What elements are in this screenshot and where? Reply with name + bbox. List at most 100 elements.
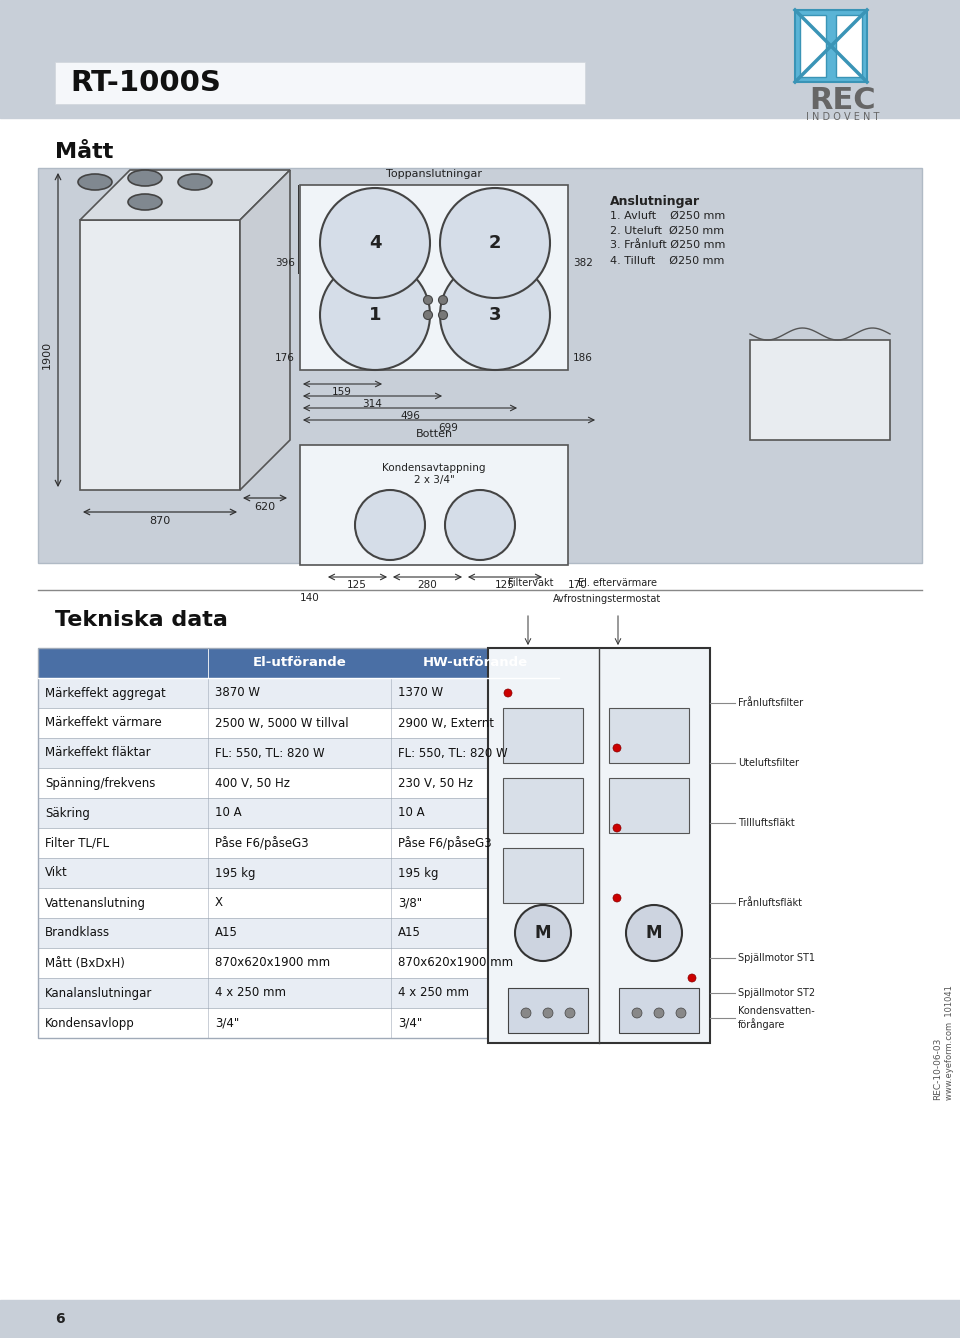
Text: 230 V, 50 Hz: 230 V, 50 Hz — [398, 776, 473, 789]
Text: Märkeffekt fläktar: Märkeffekt fläktar — [45, 747, 151, 760]
Circle shape — [543, 1008, 553, 1018]
Text: Filter TL/FL: Filter TL/FL — [45, 836, 109, 850]
Text: FL: 550, TL: 820 W: FL: 550, TL: 820 W — [398, 747, 508, 760]
Text: 170: 170 — [568, 579, 588, 590]
Text: 159: 159 — [332, 387, 352, 397]
Text: 4 x 250 mm: 4 x 250 mm — [215, 986, 286, 999]
Bar — [38, 918, 559, 949]
Text: REC: REC — [809, 86, 876, 115]
Text: 699: 699 — [438, 423, 458, 434]
Text: Vattenanslutning: Vattenanslutning — [45, 896, 146, 910]
Circle shape — [504, 689, 512, 697]
Text: REC-10-06-03: REC-10-06-03 — [933, 1038, 943, 1100]
Text: Märkeffekt aggregat: Märkeffekt aggregat — [45, 686, 166, 700]
Bar — [300, 446, 568, 565]
Bar — [619, 987, 699, 1033]
Text: 3/4": 3/4" — [215, 1017, 239, 1029]
Text: Tekniska data: Tekniska data — [55, 610, 228, 630]
Bar — [0, 0, 960, 118]
Circle shape — [320, 189, 430, 298]
Text: A15: A15 — [398, 926, 420, 939]
Text: I N D O V E N T: I N D O V E N T — [806, 112, 879, 122]
Text: 382: 382 — [573, 257, 593, 268]
Circle shape — [440, 260, 550, 371]
Text: Påse F6/påseG3: Påse F6/påseG3 — [398, 836, 492, 850]
Bar — [38, 978, 559, 1008]
Text: Märkeffekt värmare: Märkeffekt värmare — [45, 717, 161, 729]
Bar — [503, 848, 583, 903]
Text: 10 A: 10 A — [215, 807, 242, 819]
Text: Kondensvatten-
förångare: Kondensvatten- förångare — [738, 1006, 815, 1030]
Text: HW-utförande: HW-utförande — [422, 657, 528, 669]
Ellipse shape — [128, 194, 162, 210]
Circle shape — [440, 189, 550, 298]
Circle shape — [439, 310, 447, 320]
Bar — [38, 828, 559, 858]
Text: Frånluftsfläkt: Frånluftsfläkt — [738, 898, 802, 909]
Circle shape — [423, 310, 433, 320]
Bar — [38, 888, 559, 918]
Bar — [750, 340, 890, 440]
Bar — [38, 678, 559, 708]
Text: A15: A15 — [215, 926, 238, 939]
Text: 125: 125 — [495, 579, 515, 590]
Circle shape — [688, 974, 696, 982]
Text: 4: 4 — [369, 234, 381, 252]
Circle shape — [676, 1008, 686, 1018]
Bar — [800, 15, 826, 78]
Text: M: M — [646, 925, 662, 942]
Text: Avfrostningstermostat: Avfrostningstermostat — [553, 594, 661, 603]
Text: 1. Avluft    Ø250 mm: 1. Avluft Ø250 mm — [610, 211, 725, 221]
Text: 2500 W, 5000 W tillval: 2500 W, 5000 W tillval — [215, 717, 348, 729]
Text: 10 A: 10 A — [398, 807, 424, 819]
Text: 496: 496 — [400, 411, 420, 421]
Text: Mått: Mått — [55, 142, 113, 162]
Text: Tillluftsfläkt: Tillluftsfläkt — [738, 818, 795, 828]
Text: M: M — [535, 925, 551, 942]
Text: 1900: 1900 — [42, 341, 52, 369]
Text: 2900 W, Externt: 2900 W, Externt — [398, 717, 494, 729]
Text: Spänning/frekvens: Spänning/frekvens — [45, 776, 156, 789]
Text: www.eyeform.com  101041: www.eyeform.com 101041 — [946, 985, 954, 1100]
Circle shape — [515, 904, 571, 961]
Text: Säkring: Säkring — [45, 807, 90, 819]
Text: 1370 W: 1370 W — [398, 686, 444, 700]
Text: 4 x 250 mm: 4 x 250 mm — [398, 986, 469, 999]
Text: RT-1000S: RT-1000S — [70, 70, 221, 96]
Text: 125: 125 — [348, 579, 367, 590]
Text: 176: 176 — [276, 353, 295, 363]
Bar — [38, 648, 559, 1038]
Bar — [38, 797, 559, 828]
Bar — [0, 1301, 960, 1338]
Text: Filtervakt: Filtervakt — [508, 578, 554, 587]
Bar — [795, 9, 867, 82]
Text: 195 kg: 195 kg — [215, 867, 255, 879]
Text: Botten: Botten — [416, 429, 452, 439]
Bar — [38, 169, 922, 563]
Circle shape — [626, 904, 682, 961]
Circle shape — [613, 744, 621, 752]
Text: 1: 1 — [369, 306, 381, 324]
Bar — [609, 708, 689, 763]
Text: Kondensavtappning
2 x 3/4": Kondensavtappning 2 x 3/4" — [382, 463, 486, 484]
Circle shape — [355, 490, 425, 561]
Text: 870x620x1900 mm: 870x620x1900 mm — [398, 957, 514, 970]
Circle shape — [654, 1008, 664, 1018]
Bar — [38, 739, 559, 768]
Bar — [38, 708, 559, 739]
Circle shape — [613, 824, 621, 832]
Text: X: X — [215, 896, 223, 910]
Bar — [609, 777, 689, 834]
Text: 3/8": 3/8" — [398, 896, 422, 910]
Bar — [488, 648, 710, 1044]
Ellipse shape — [178, 174, 212, 190]
Text: Kondensavlopp: Kondensavlopp — [45, 1017, 134, 1029]
Text: Spjällmotor ST1: Spjällmotor ST1 — [738, 953, 815, 963]
Text: 3870 W: 3870 W — [215, 686, 260, 700]
Text: 186: 186 — [573, 353, 593, 363]
Text: Mått (BxDxH): Mått (BxDxH) — [45, 957, 125, 970]
Circle shape — [320, 260, 430, 371]
Text: 2: 2 — [489, 234, 501, 252]
Text: 870: 870 — [150, 516, 171, 526]
Text: 4. Tilluft    Ø250 mm: 4. Tilluft Ø250 mm — [610, 256, 725, 266]
